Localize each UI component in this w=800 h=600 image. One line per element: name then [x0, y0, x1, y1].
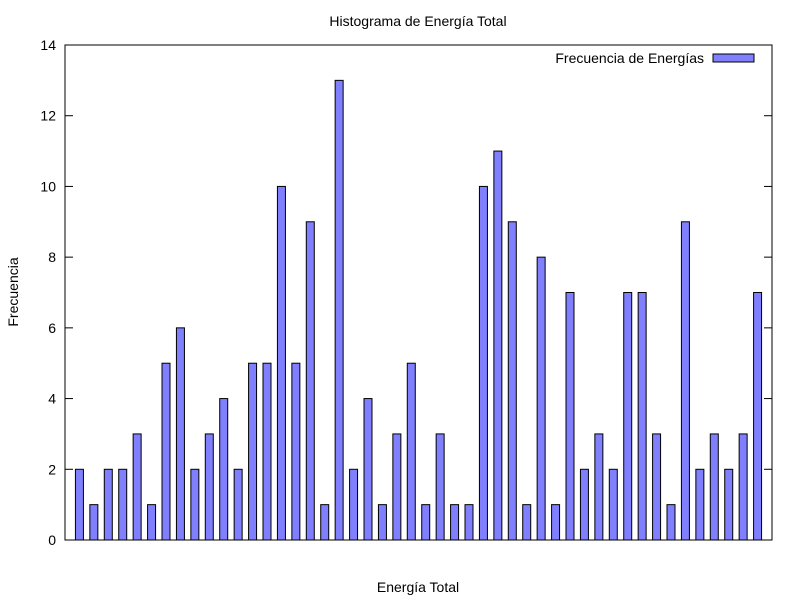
bar — [276, 185, 286, 541]
bar — [435, 433, 445, 541]
bar — [724, 468, 734, 541]
bar — [204, 433, 214, 541]
bar — [132, 433, 142, 541]
bar — [334, 79, 344, 541]
bar — [478, 185, 488, 541]
y-tick-label: 14 — [40, 37, 56, 53]
bar — [320, 504, 330, 541]
bar — [579, 468, 589, 541]
x-axis-label: Energía Total — [377, 579, 459, 595]
bar — [623, 292, 633, 541]
bar — [291, 362, 301, 541]
bar — [536, 256, 546, 541]
bar — [421, 504, 431, 541]
y-tick-label: 4 — [48, 391, 56, 407]
bar — [450, 504, 460, 541]
bar — [262, 362, 272, 541]
bar — [594, 433, 604, 541]
y-tick-label: 6 — [48, 320, 56, 336]
bar — [89, 504, 99, 541]
bar — [680, 221, 690, 541]
bar — [118, 468, 128, 541]
bar — [753, 292, 763, 541]
bar — [695, 468, 705, 541]
bar — [608, 468, 618, 541]
y-tick-label: 2 — [48, 461, 56, 477]
bar — [219, 398, 229, 541]
bar — [147, 504, 157, 541]
bar — [522, 504, 532, 541]
legend-swatch — [712, 53, 755, 63]
bar — [392, 433, 402, 541]
y-tick-label: 10 — [40, 178, 56, 194]
bar — [74, 468, 84, 541]
bar — [248, 362, 258, 541]
bar — [190, 468, 200, 541]
bar — [175, 327, 185, 541]
y-tick-label: 0 — [48, 532, 56, 548]
bar — [349, 468, 359, 541]
chart-title: Histograma de Energía Total — [329, 13, 506, 29]
bar — [709, 433, 719, 541]
bar — [161, 362, 171, 541]
bar — [637, 292, 647, 541]
bar — [377, 504, 387, 541]
bar — [652, 433, 662, 541]
bar — [551, 504, 561, 541]
legend-label: Frecuencia de Energías — [555, 50, 704, 66]
bar — [363, 398, 373, 541]
y-tick-label: 8 — [48, 249, 56, 265]
bar — [103, 468, 113, 541]
bar — [464, 504, 474, 541]
bar — [666, 504, 676, 541]
y-tick-label: 12 — [40, 108, 56, 124]
bar — [233, 468, 243, 541]
y-axis-label: Frecuencia — [5, 257, 21, 326]
bar — [507, 221, 517, 541]
bar — [565, 292, 575, 541]
bar — [738, 433, 748, 541]
bar — [406, 362, 416, 541]
bar — [493, 150, 503, 541]
bar — [305, 221, 315, 541]
plot-frame — [64, 44, 773, 541]
